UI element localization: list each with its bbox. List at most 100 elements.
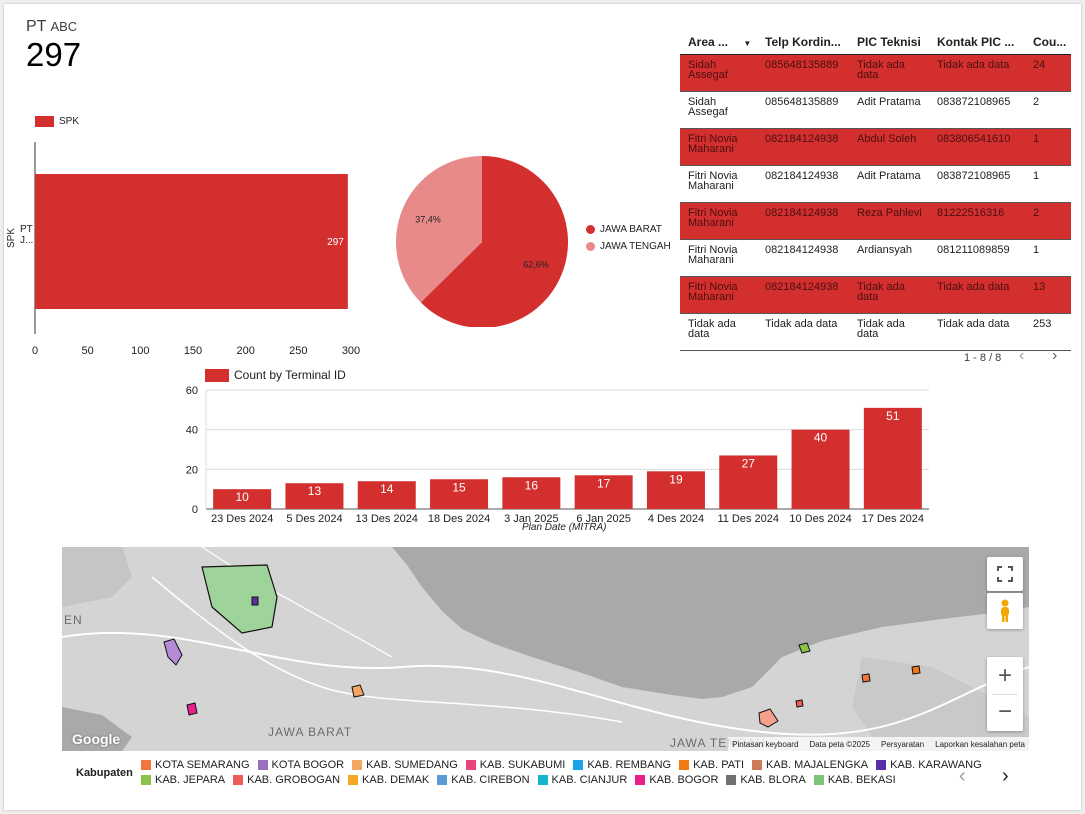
kab-sumedang-region [351, 684, 365, 698]
kabupaten-swatch [352, 760, 363, 770]
table-row[interactable]: Fitri Novia Maharani 082184124938 Reza Pah… [680, 202, 1071, 240]
spk-legend[interactable]: SPK [35, 116, 79, 127]
pie-legend-item-1[interactable]: JAWA TENGAH [586, 241, 671, 252]
y-tick-label: 0 [192, 504, 198, 516]
kabupaten-legend-item[interactable]: KAB. MAJALENGKA [752, 759, 868, 771]
zoom-in-button[interactable]: + [997, 661, 1012, 689]
table-row[interactable]: Fitri Novia Maharani 082184124938 Ardiansy… [680, 239, 1071, 277]
pie-legend-dot-0 [586, 225, 595, 234]
spk-tick-label: 50 [82, 345, 94, 357]
pie-legend-item-0[interactable]: JAWA BARAT [586, 224, 671, 235]
table-row[interactable]: Tidak ada data Tidak ada data Tidak ada da… [680, 313, 1071, 351]
pie-slice-0 [420, 156, 568, 327]
kabupaten-legend-item[interactable]: KAB. BLORA [726, 774, 806, 786]
kabupaten-legend-item[interactable]: KAB. KARAWANG [876, 759, 982, 771]
spk-data-label: 297 [327, 237, 344, 248]
zoom-out-button[interactable]: − [997, 697, 1012, 725]
kabupaten-label: KAB. CIANJUR [551, 774, 628, 786]
table-header-count[interactable]: Cou... [1025, 30, 1071, 55]
terminal-bar [285, 483, 344, 509]
table-cell: Reza Pahlevi [849, 202, 929, 240]
table-cell: Ardiansyah [849, 239, 929, 277]
spk-tick-label: 100 [131, 345, 149, 357]
table-prev-button[interactable]: ‹ [1019, 347, 1025, 364]
map-label-1: JAWA BARAT [268, 725, 353, 739]
map-attribution: Pintasan keyboard Data peta ©2025 Persya… [728, 737, 1029, 751]
terminal-legend[interactable]: Count by Terminal ID [205, 368, 346, 382]
kabupaten-legend-item[interactable]: KAB. JEPARA [141, 774, 225, 786]
kabupaten-label: KAB. KARAWANG [890, 759, 982, 771]
kabupaten-swatch [726, 775, 737, 785]
pie-legend: JAWA BARAT JAWA TENGAH [586, 224, 671, 252]
map-keyboard-shortcuts[interactable]: Pintasan keyboard [732, 739, 799, 749]
kabupaten-swatch [233, 775, 244, 785]
kabupaten-legend-item[interactable]: KAB. SUKABUMI [465, 759, 565, 771]
terminal-bar [213, 489, 272, 509]
y-tick-label: 60 [186, 385, 198, 397]
map-land-east [852, 657, 1029, 751]
kabupaten-swatch [141, 760, 151, 770]
terminal-bar [863, 407, 922, 509]
scorecard-label-small: ABC [50, 19, 78, 34]
kab-pati-region [911, 665, 921, 675]
map-terms-link[interactable]: Persyaratan [881, 739, 925, 749]
terminal-bar [430, 479, 489, 509]
table-header-pic[interactable]: PIC Teknisi [849, 30, 929, 55]
kabupaten-label: KAB. MAJALENGKA [766, 759, 869, 771]
kabupaten-legend-item[interactable]: KAB. CIREBON [437, 774, 530, 786]
kabupaten-legend-item[interactable]: KAB. CIANJUR [537, 774, 628, 786]
terminal-bar [502, 477, 561, 509]
kabupaten-map[interactable]: EN JAWA BARAT JAWA TENGAH Google + − Pin… [62, 547, 1029, 751]
kabupaten-legend-item[interactable]: KAB. REMBANG [573, 759, 671, 771]
pegman-icon[interactable] [987, 593, 1023, 629]
sort-down-icon[interactable]: ▼ [743, 38, 752, 48]
kabupaten-legend-item[interactable]: KOTA SEMARANG [141, 759, 250, 771]
kabupaten-legend-item[interactable]: KAB. SUMEDANG [352, 759, 458, 771]
map-road-2 [151, 576, 623, 723]
table-cell: Abdul Soleh [849, 128, 929, 166]
table-header-telp[interactable]: Telp Kordin... [757, 30, 849, 55]
table-cell: 082184124938 [757, 239, 849, 277]
kabupaten-label: KAB. BLORA [740, 774, 806, 786]
legend-next-button[interactable]: › [1002, 765, 1009, 787]
table-row[interactable]: Sidah Assegaf 085648135889 Tidak ada data T… [680, 54, 1071, 92]
table-header-kontak[interactable]: Kontak PIC ... [929, 30, 1025, 55]
table-row[interactable]: Fitri Novia Maharani 082184124938 Adit Pra… [680, 165, 1071, 203]
table-row[interactable]: Sidah Assegaf 085648135889 Adit Pratama 083… [680, 91, 1071, 129]
kabupaten-legend-item[interactable]: KAB. GROBOGAN [233, 774, 340, 786]
map-road-1 [62, 631, 1029, 736]
x-tick-label: 6 Jan 2025 [576, 513, 630, 525]
terminal-bar [357, 481, 416, 509]
kab-rembang-region [861, 673, 871, 683]
terminal-bar-data-label: 10 [235, 490, 249, 504]
table-cell: Sidah Assegaf [680, 54, 757, 92]
table-row[interactable]: Fitri Novia Maharani 082184124938 Abdul So… [680, 128, 1071, 166]
table-cell: 083806541610 [929, 128, 1025, 166]
fullscreen-icon[interactable] [987, 557, 1023, 591]
legend-prev-button[interactable]: ‹ [959, 765, 966, 787]
kabupaten-swatch [141, 775, 151, 785]
spk-tick-label: 200 [236, 345, 254, 357]
table-next-button[interactable]: › [1052, 347, 1058, 364]
kabupaten-label: KAB. CIREBON [451, 774, 530, 786]
kabupaten-legend-item[interactable]: KAB. DEMAK [348, 774, 429, 786]
terminal-bar-data-label: 27 [742, 456, 756, 470]
table-header-area[interactable]: Area ... ▼ [680, 30, 757, 55]
table-row[interactable]: Fitri Novia Maharani 082184124938 Tidak ad… [680, 276, 1071, 314]
table-cell: 082184124938 [757, 165, 849, 203]
x-tick-label: 4 Des 2024 [648, 513, 704, 525]
kabupaten-legend-item[interactable]: KAB. PATI [679, 759, 744, 771]
map-report-link[interactable]: Laporkan kesalahan peta [935, 739, 1025, 749]
terminal-bar [719, 455, 778, 509]
kabupaten-legend-item[interactable]: KOTA BOGOR [257, 759, 344, 771]
scorecard-value: 297 [26, 36, 82, 73]
kabupaten-legend-item[interactable]: KAB. BOGOR [635, 774, 718, 786]
spk-bar-chart: 297 0 50 100 150 200 250 300 [32, 142, 360, 357]
spk-tick-label: 0 [32, 345, 38, 357]
table-header-area-label: Area ... [688, 34, 729, 49]
pie-slice-1 [396, 156, 482, 303]
terminal-legend-swatch [205, 368, 229, 382]
kabupaten-legend-item[interactable]: KAB. BEKASI [813, 774, 896, 786]
table-cell: 1 [1025, 165, 1071, 203]
terminal-bar-chart: 0 20 40 60 10 23 Des 2024 13 5 Des 2024 14 13 Des… [186, 385, 929, 525]
